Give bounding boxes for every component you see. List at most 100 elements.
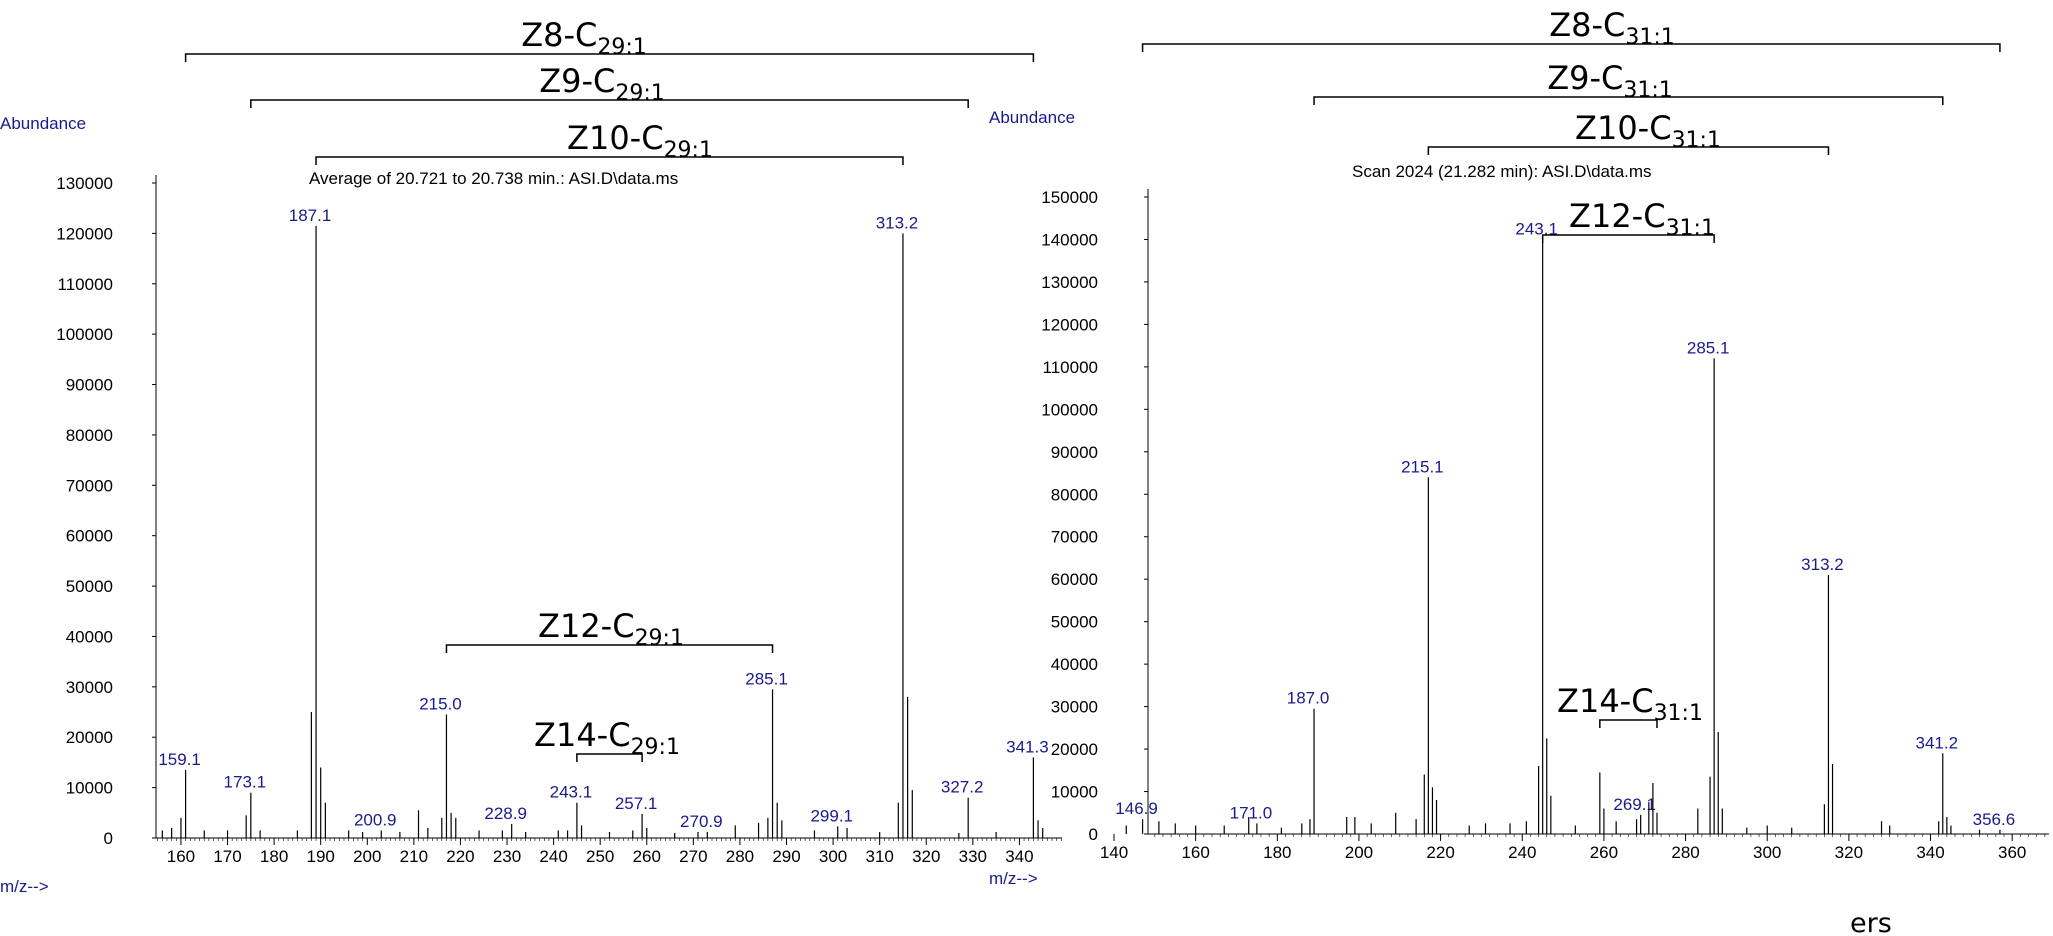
peak-label: 299.1 [810,806,853,825]
y-tick-label: 60000 [1051,570,1098,589]
x-tick-label: 340 [1005,847,1033,866]
bracket-z14 [576,753,643,762]
peak-label: 173.1 [224,773,267,792]
x-tick-label: 290 [772,847,800,866]
x-tick-label: 180 [260,847,288,866]
x-tick-label: 330 [959,847,987,866]
x-tick-label: 250 [586,847,614,866]
peak-label: 243.1 [1515,219,1558,238]
x-tick-label: 320 [912,847,940,866]
x-tick-label: 240 [539,847,567,866]
x-tick-label: 280 [1671,843,1699,862]
x-axis-label: m/z--> [0,877,49,896]
x-tick-label: 200 [1345,843,1373,862]
x-tick-label: 280 [726,847,754,866]
x-tick-label: 170 [213,847,241,866]
bracket-z9 [1313,96,1944,105]
annotation-label: Z8-C31:1 [1549,6,1675,50]
peak-label: 257.1 [615,794,658,813]
x-tick-label: 220 [1426,843,1454,862]
peak-label: 341.3 [1006,737,1049,756]
annotation-label: Z10-C29:1 [567,119,713,163]
y-tick-label: 130000 [56,174,113,193]
y-axis-label: Abundance [0,114,86,133]
bracket-z9 [250,99,969,108]
y-tick-label: 80000 [66,426,113,445]
x-tick-label: 190 [307,847,335,866]
y-tick-label: 50000 [1051,613,1098,632]
x-tick-label: 340 [1916,843,1944,862]
y-tick-label: 40000 [66,627,113,646]
spectrum-panel-right: Abundance m/z--> Scan 2024 (21.282 min):… [989,6,2049,888]
x-tick-label: 360 [1998,843,2026,862]
y-tick-label: 100000 [56,325,113,344]
bracket-z8 [184,53,1035,62]
peak-label: 313.2 [1801,555,1844,574]
x-tick-label: 230 [493,847,521,866]
peak-label: 146.9 [1115,799,1158,818]
y-tick-label: 90000 [66,376,113,395]
y-tick-label: 80000 [1051,485,1098,504]
annotation-label: Z9-C29:1 [539,62,665,106]
x-tick-label: 260 [1590,843,1618,862]
y-tick-label: 0 [1089,825,1098,844]
spectrum-panel-left: Abundance m/z--> Average of 20.721 to 20… [0,16,1062,896]
x-tick-label: 240 [1508,843,1536,862]
x-tick-label: 300 [1753,843,1781,862]
y-tick-label: 100000 [1041,400,1098,419]
annotation-label: Z14-C29:1 [534,716,680,760]
x-axis-label: m/z--> [989,869,1038,888]
bracket-z8 [1141,43,2001,52]
peak-label: 341.2 [1915,733,1958,752]
x-tick-label: 220 [446,847,474,866]
x-tick-label: 260 [633,847,661,866]
y-tick-label: 120000 [56,224,113,243]
annotation-label: Z12-C29:1 [538,607,684,651]
peak-label: 327.2 [941,778,984,797]
x-tick-label: 140 [1100,843,1128,862]
y-tick-label: 10000 [66,779,113,798]
annotation-label: Z12-C31:1 [1569,197,1715,241]
bracket-z12 [445,644,774,653]
annotation-label: Z14-C31:1 [1557,682,1703,726]
peak-label: 215.1 [1401,457,1444,476]
bracket-z14 [1599,719,1658,728]
x-tick-label: 200 [353,847,381,866]
bracket-z12 [1541,234,1715,243]
peak-label: 285.1 [745,669,788,688]
y-tick-label: 20000 [1051,740,1098,759]
x-tick-label: 180 [1263,843,1291,862]
y-tick-label: 150000 [1041,188,1098,207]
x-tick-label: 300 [819,847,847,866]
x-tick-label: 270 [679,847,707,866]
peak-label: 200.9 [354,810,397,829]
bracket-z10 [1427,146,1830,155]
x-tick-label: 160 [1181,843,1209,862]
peak-label: 187.0 [1287,689,1330,708]
peak-label: 215.0 [419,695,462,714]
y-tick-label: 60000 [66,527,113,546]
peak-label: 270.9 [680,812,723,831]
annotation-label: Z10-C31:1 [1575,109,1721,153]
y-tick-label: 20000 [66,728,113,747]
scan-title: Scan 2024 (21.282 min): ASI.D\data.ms [1352,162,1652,181]
annotation-label: Z8-C29:1 [521,16,647,60]
peak-label: 313.2 [876,213,919,232]
y-tick-label: 110000 [1043,358,1098,377]
peak-label: 159.1 [158,750,201,769]
y-tick-label: 10000 [1051,783,1098,802]
footer-text: ers [1850,908,1892,936]
y-axis-label: Abundance [989,108,1075,127]
y-tick-label: 70000 [1051,528,1098,547]
y-tick-label: 120000 [1041,315,1098,334]
annotation-label: Z9-C31:1 [1547,59,1673,103]
peak-label: 285.1 [1687,338,1730,357]
x-tick-label: 320 [1835,843,1863,862]
y-tick-label: 50000 [66,577,113,596]
peak-label: 356.6 [1973,810,2016,829]
bracket-z10 [315,156,904,165]
y-tick-label: 90000 [1051,443,1098,462]
scan-title: Average of 20.721 to 20.738 min.: ASI.D\… [309,169,678,188]
y-tick-label: 30000 [1051,698,1098,717]
